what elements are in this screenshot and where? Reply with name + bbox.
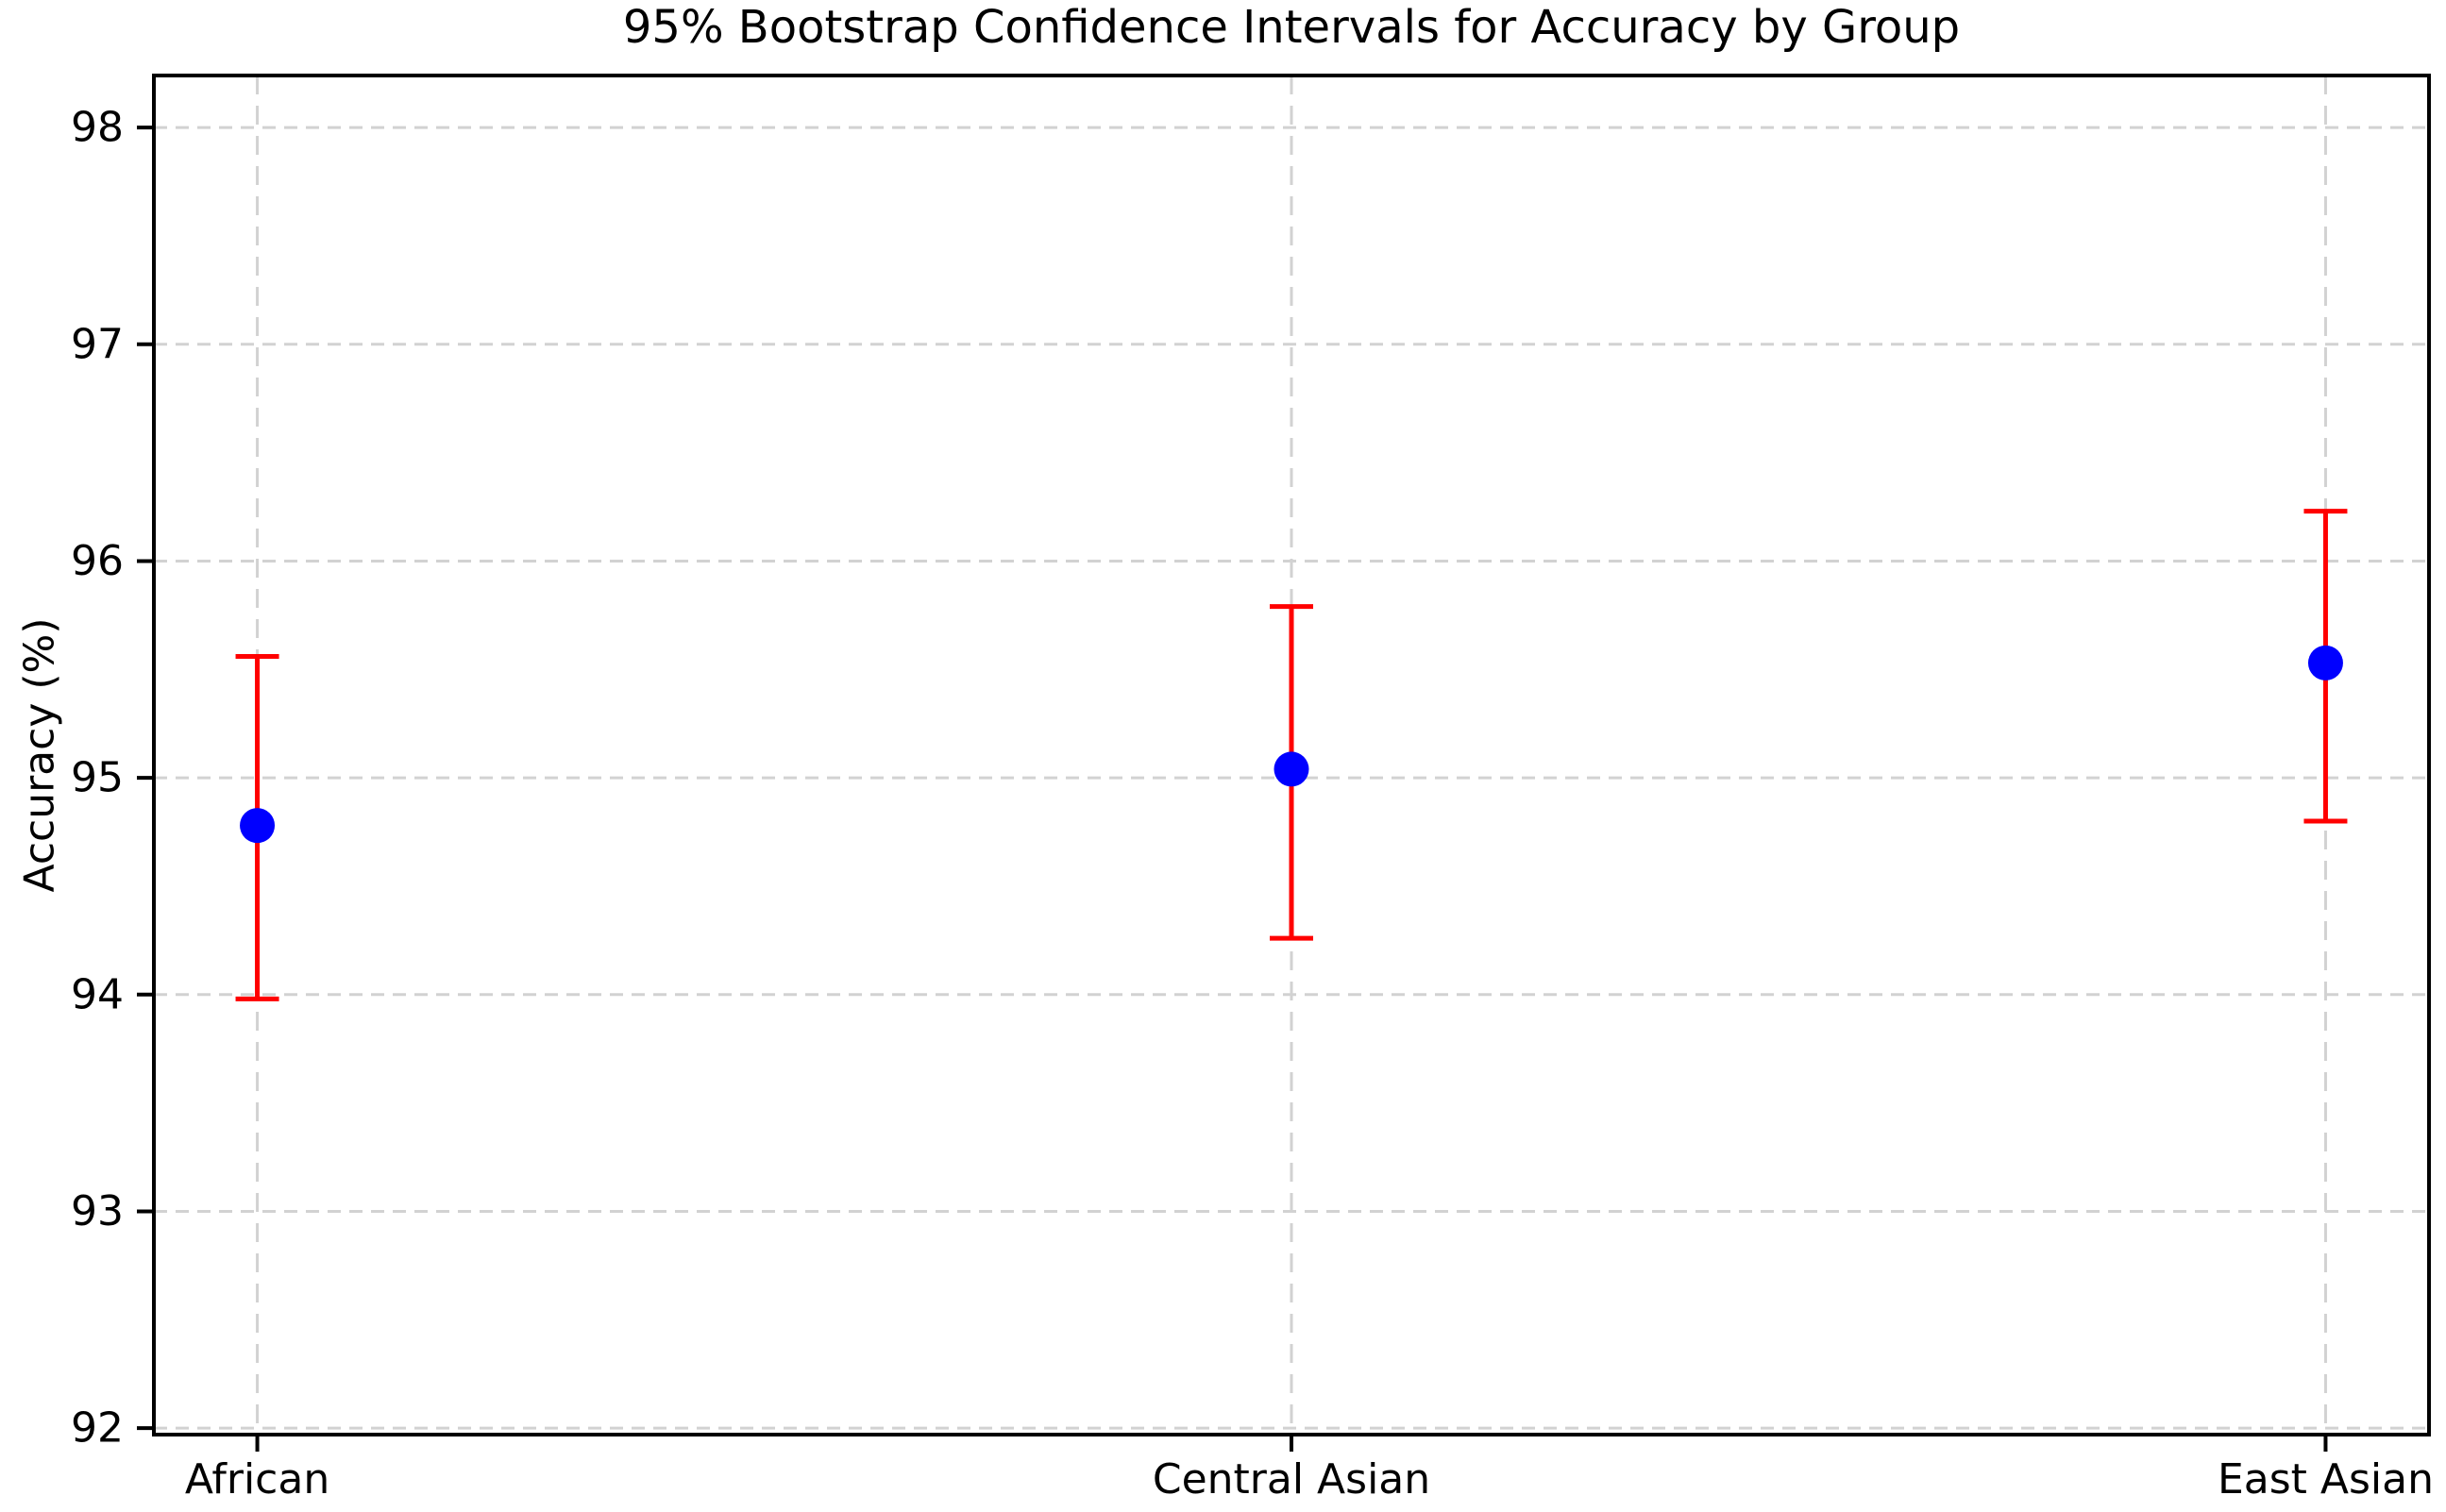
chart-title: 95% Bootstrap Confidence Intervals for A… [622, 1, 1961, 54]
ytick-label-98: 98 [71, 104, 124, 152]
xtick-label-central-asian: Central Asian [1153, 1455, 1430, 1504]
ytick-label-93: 93 [71, 1187, 124, 1235]
data-point-central-asian [1274, 751, 1309, 787]
data-point-african [240, 808, 276, 844]
ytick-label-97: 97 [71, 320, 124, 368]
ytick-label-94: 94 [71, 970, 124, 1018]
data-point-east-asian [2307, 645, 2343, 680]
ytick-label-92: 92 [71, 1404, 124, 1453]
xtick-label-east-asian: East Asian [2218, 1455, 2434, 1504]
ytick-label-96: 96 [71, 537, 124, 585]
xtick-label-african: African [185, 1455, 329, 1504]
ytick-label-95: 95 [71, 754, 124, 802]
